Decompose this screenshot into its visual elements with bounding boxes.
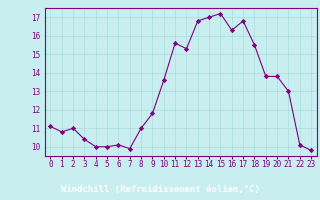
Text: Windchill (Refroidissement éolien,°C): Windchill (Refroidissement éolien,°C) — [60, 185, 260, 194]
